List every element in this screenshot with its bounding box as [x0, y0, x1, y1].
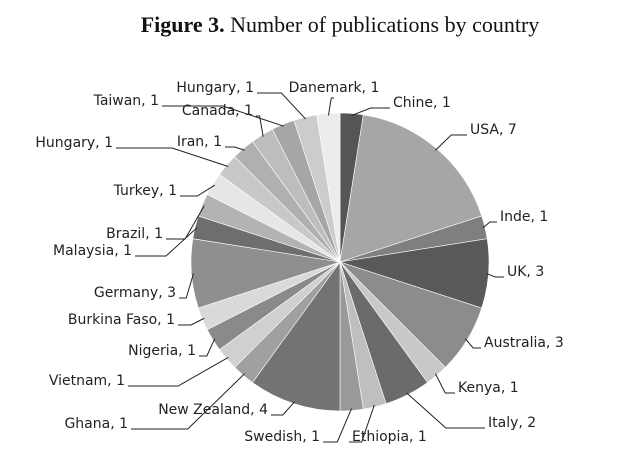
leader-line: [323, 408, 352, 443]
leader-line: [128, 357, 229, 387]
slice-label: Chine, 1: [393, 95, 451, 111]
leader-line: [435, 373, 455, 394]
slice-label: Hungary, 1: [35, 135, 113, 151]
leader-line: [435, 134, 467, 151]
slice-label: Turkey, 1: [113, 183, 177, 199]
leader-line: [351, 107, 390, 116]
figure-label: Figure 3.: [141, 12, 225, 37]
slice-label: Swedish, 1: [244, 429, 320, 445]
leader-line: [257, 92, 307, 120]
leader-line: [271, 401, 295, 416]
slice-label: UK, 3: [507, 264, 544, 280]
slice-label: USA, 7: [470, 122, 517, 138]
leader-line: [116, 147, 229, 168]
slice-label: Australia, 3: [484, 335, 564, 351]
slice-label: Nigeria, 1: [128, 343, 196, 359]
leader-line: [178, 317, 205, 326]
leader-line: [179, 273, 194, 299]
slice-label: Canada, 1: [182, 103, 253, 119]
leader-line: [327, 97, 334, 116]
leader-line: [199, 338, 216, 357]
chart-title: Number of publications by country: [230, 12, 539, 37]
slice-label: Taiwan, 1: [93, 93, 159, 109]
slice-label: Brazil, 1: [106, 226, 163, 242]
leader-line: [225, 146, 245, 151]
leader-line: [256, 115, 264, 137]
leader-line: [166, 205, 205, 240]
leader-line: [162, 105, 284, 127]
slice-label: Italy, 2: [488, 415, 536, 431]
leader-line: [180, 184, 215, 197]
slice-label: Inde, 1: [500, 209, 548, 225]
slice-label: Malaysia, 1: [53, 243, 132, 259]
pie-slice: [252, 261, 341, 412]
slice-label: Iran, 1: [177, 134, 222, 150]
slice-label: New Zealand, 4: [158, 402, 268, 418]
leader-line: [464, 338, 481, 349]
slice-label: Germany, 3: [94, 285, 176, 301]
slice-label: Burkina Faso, 1: [68, 312, 175, 328]
leader-line: [482, 221, 497, 229]
slice-label: Kenya, 1: [458, 380, 519, 396]
slice-label: Danemark, 1: [289, 80, 380, 96]
leader-line: [349, 404, 375, 443]
leader-line: [486, 273, 504, 278]
slice-label: Ethiopia, 1: [352, 429, 427, 445]
leader-line: [131, 373, 245, 430]
slice-label: Vietnam, 1: [49, 373, 125, 389]
chart-title-group: Figure 3. Number of publications by coun…: [141, 12, 540, 37]
slice-label: Ghana, 1: [64, 416, 128, 432]
slice-label: Hungary, 1: [176, 80, 254, 96]
leader-line: [406, 392, 485, 429]
